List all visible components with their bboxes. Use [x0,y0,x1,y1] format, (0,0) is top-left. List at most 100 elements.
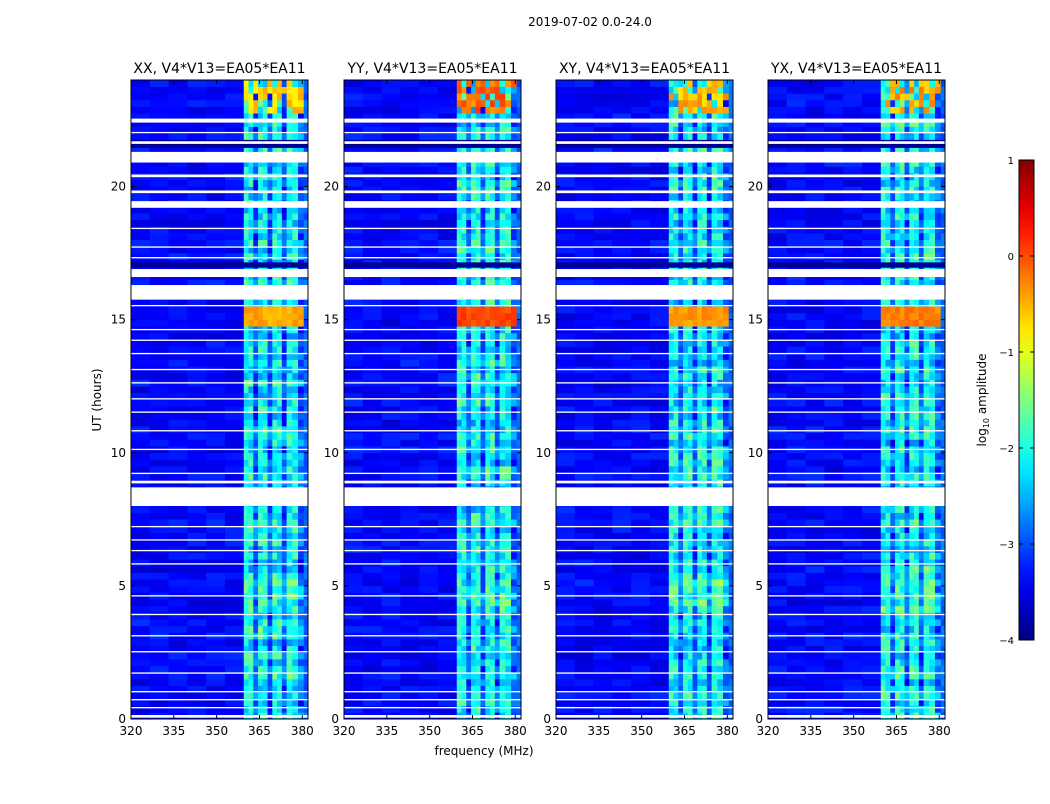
heatmap-cell [131,107,150,114]
heatmap-cell [363,606,382,613]
heatmap-cell [631,692,650,699]
heatmap-cell [631,320,650,327]
heatmap-cell [268,213,273,220]
flagged-time-gap [131,563,308,564]
heatmap-cell [131,400,150,407]
heatmap-cell [485,306,490,313]
heatmap-cell [304,559,308,566]
heatmap-cell [476,546,481,553]
heatmap-cell [304,579,308,586]
heatmap-cell [363,233,382,240]
heatmap-cell [674,553,679,560]
heatmap-cell [650,692,669,699]
heatmap-cell [729,333,733,340]
heatmap-cell [292,613,298,620]
heatmap-cell [438,107,457,114]
heatmap-cell [131,706,150,713]
heatmap-cell [466,652,471,659]
heatmap-cell [400,566,419,573]
heatmap-cell [476,652,481,659]
heatmap-cell [277,133,282,140]
heatmap-cell [517,400,521,407]
heatmap-cell [249,93,254,100]
heatmap-cell [169,320,188,327]
heatmap-cell [495,706,500,713]
heatmap-cell [382,333,401,340]
heatmap-cell [707,533,712,540]
heatmap-cell [612,599,631,606]
heatmap-cell [225,386,244,393]
heatmap-cell [344,599,363,606]
heatmap-cell [287,100,293,107]
heatmap-cell [612,626,631,633]
heatmap-cell [277,639,282,646]
heatmap-cell [631,426,650,433]
heatmap-cell [253,613,258,620]
heatmap-cell [272,333,277,340]
heatmap-cell [511,346,517,353]
heatmap-cell [712,413,718,420]
heatmap-cell [419,346,438,353]
heatmap-cell [495,466,500,473]
heatmap-cell [693,566,698,573]
heatmap-cell [490,360,495,367]
heatmap-cell [517,240,521,247]
heatmap-cell [150,93,169,100]
heatmap-cell [244,546,249,553]
heatmap-cell [697,553,702,560]
heatmap-cell [717,586,723,593]
heatmap-cell [500,413,506,420]
heatmap-cell [225,453,244,460]
heatmap-cell [363,133,382,140]
heatmap-cell [363,566,382,573]
heatmap-cell [669,373,674,380]
heatmap-cell [258,639,263,646]
heatmap-cell [457,400,462,407]
heatmap-cell [298,619,304,626]
heatmap-cell [717,546,723,553]
heatmap-cell [505,619,511,626]
heatmap-cell [693,533,698,540]
heatmap-cell [438,679,457,686]
heatmap-cell [466,579,471,586]
heatmap-cell [150,566,169,573]
heatmap-cell [631,553,650,560]
heatmap-cell [723,533,729,540]
heatmap-cell [505,93,511,100]
heatmap-cell [244,586,249,593]
heatmap-cell [594,506,613,513]
heatmap-cell [282,519,287,526]
heatmap-cell [490,193,495,200]
heatmap-cell [169,333,188,340]
heatmap-cell [517,107,521,114]
heatmap-cell [169,400,188,407]
heatmap-cell [466,413,471,420]
heatmap-cell [693,426,698,433]
heatmap-cell [287,573,293,580]
heatmap-cell [263,220,268,227]
heatmap-cell [505,193,511,200]
heatmap-cell [575,386,594,393]
heatmap-cell [287,459,293,466]
heatmap-cell [249,167,254,174]
heatmap-cell [263,613,268,620]
heatmap-cell [490,333,495,340]
heatmap-cell [485,466,490,473]
heatmap-cell [304,566,308,573]
heatmap-cell [683,619,688,626]
heatmap-cell [304,193,308,200]
heatmap-cell [253,313,258,320]
heatmap-cell [466,519,471,526]
heatmap-cell [471,692,476,699]
heatmap-cell [485,360,490,367]
heatmap-cell [438,666,457,673]
heatmap-cell [476,533,481,540]
heatmap-cell [272,413,277,420]
heatmap-cell [400,679,419,686]
heatmap-cell [683,459,688,466]
heatmap-cell [400,599,419,606]
heatmap-cell [263,100,268,107]
x-tick-label: 365 [248,724,271,738]
heatmap-cell [707,386,712,393]
heatmap-cell [272,373,277,380]
